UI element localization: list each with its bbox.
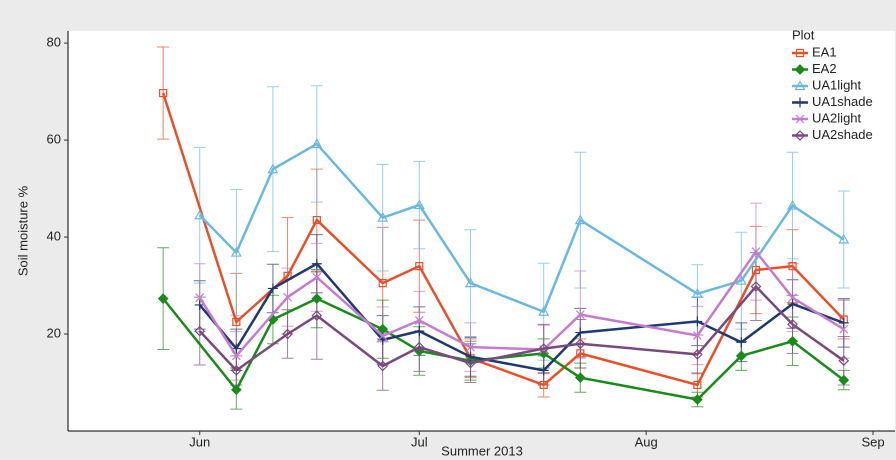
marker: [194, 325, 206, 337]
series-line: [198, 284, 845, 373]
marker: [838, 317, 849, 328]
marker: [574, 372, 586, 384]
marker: [465, 357, 476, 369]
marker: [539, 380, 548, 390]
x-tick-label: Sep: [861, 434, 884, 449]
marker: [787, 199, 799, 210]
x-tick-label: Aug: [635, 434, 658, 449]
marker: [414, 316, 424, 325]
marker: [231, 351, 241, 361]
marker: [735, 274, 747, 285]
marker: [692, 394, 703, 405]
legend-label: UA1shade: [812, 94, 873, 109]
x-tick-label: Jul: [411, 434, 428, 449]
legend-title: Plot: [792, 27, 815, 42]
legend-label: UA1light: [812, 77, 862, 92]
x-tick-label: Jun: [189, 434, 210, 449]
marker: [413, 199, 425, 210]
marker: [751, 247, 761, 257]
marker: [787, 318, 798, 330]
x-axis-label: Summer 2013: [441, 443, 523, 458]
marker: [691, 288, 703, 298]
marker: [378, 279, 387, 288]
marker: [466, 342, 475, 352]
marker: [575, 310, 585, 320]
marker: [311, 258, 322, 269]
y-axis-label: Soil moisture %: [15, 185, 30, 276]
marker: [415, 262, 424, 271]
marker: [377, 360, 389, 372]
marker: [267, 283, 278, 294]
plot-area: [68, 31, 895, 431]
marker: [575, 327, 586, 338]
marker: [538, 306, 550, 316]
marker: [692, 331, 702, 340]
legend-label: UA2light: [812, 110, 862, 125]
marker: [693, 380, 702, 390]
marker: [576, 349, 585, 358]
marker: [311, 310, 323, 321]
marker: [787, 335, 798, 347]
marker: [267, 163, 279, 174]
marker: [464, 277, 477, 288]
legend-marker: [794, 80, 806, 91]
legend-label: EA1: [812, 44, 837, 59]
marker: [157, 293, 169, 304]
marker: [538, 343, 550, 354]
legend-marker: [794, 64, 806, 75]
marker: [230, 246, 242, 257]
marker: [311, 293, 323, 304]
legend-marker: [795, 48, 805, 58]
y-tick-label: 80: [47, 35, 61, 50]
marker: [751, 265, 761, 275]
marker: [194, 209, 206, 220]
marker: [735, 350, 747, 362]
marker: [538, 365, 549, 376]
marker: [378, 331, 388, 341]
marker: [839, 324, 849, 334]
marker: [692, 316, 703, 327]
marker: [414, 326, 425, 337]
legend-label: EA2: [812, 61, 837, 76]
marker: [838, 374, 850, 386]
marker: [838, 233, 850, 244]
legend-marker: [794, 130, 806, 141]
marker: [159, 88, 168, 98]
marker: [788, 262, 797, 271]
legend-marker: [795, 97, 805, 108]
y-tick-label: 20: [47, 325, 61, 340]
legend-label: UA2shade: [812, 127, 873, 142]
marker: [377, 211, 389, 222]
marker: [282, 328, 293, 340]
marker: [232, 317, 241, 327]
marker: [312, 272, 322, 282]
marker: [230, 384, 242, 396]
marker: [465, 351, 476, 362]
y-tick-label: 60: [47, 132, 61, 147]
marker: [788, 293, 797, 303]
marker: [413, 341, 425, 353]
series-line: [198, 142, 845, 314]
marker: [230, 365, 242, 376]
marker: [787, 298, 798, 309]
marker: [692, 349, 703, 360]
error-bar: [837, 190, 850, 289]
marker: [838, 355, 850, 367]
marker: [311, 138, 323, 149]
marker: [283, 292, 292, 302]
marker: [195, 293, 205, 303]
marker: [736, 337, 747, 348]
marker: [377, 323, 389, 335]
marker: [574, 338, 586, 350]
legend-marker: [795, 114, 805, 124]
marker: [312, 215, 321, 225]
marker: [574, 214, 586, 225]
marker: [750, 281, 762, 292]
y-tick-label: 40: [47, 228, 61, 243]
